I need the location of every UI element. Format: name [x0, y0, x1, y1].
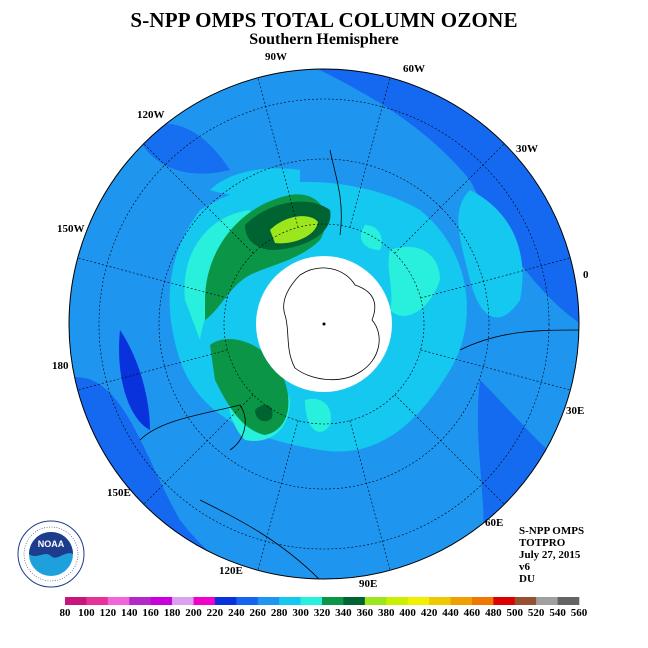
lon-label-0: 0 — [583, 269, 589, 281]
colorbar-label: 240 — [228, 607, 245, 619]
info-line: v6 — [519, 561, 530, 573]
info-line: DU — [519, 573, 535, 585]
noaa-logo: NOAA — [17, 520, 85, 588]
colorbar-swatch — [322, 597, 344, 605]
colorbar-swatch — [386, 597, 408, 605]
lon-label-60w: 60W — [403, 63, 425, 75]
info-line: TOTPRO — [519, 537, 566, 549]
meridian-line — [420, 349, 571, 391]
colorbar-swatch — [343, 597, 366, 605]
meridian-line — [143, 394, 254, 505]
meridian-line — [349, 77, 391, 228]
colorbar-label: 400 — [399, 607, 416, 619]
colorbar-label: 420 — [420, 607, 438, 619]
colorbar-label: 280 — [270, 607, 288, 619]
info-line: July 27, 2015 — [519, 549, 581, 561]
colorbar-label: 300 — [292, 607, 309, 619]
colorbar-swatch — [557, 597, 580, 605]
colorbar-label: 180 — [163, 607, 181, 619]
colorbar-swatch — [300, 597, 323, 605]
map-subtitle: Southern Hemisphere — [249, 31, 399, 48]
colorbar-swatch — [172, 597, 194, 605]
colorbar-swatch — [129, 597, 151, 605]
noaa-logo-text: NOAA — [38, 539, 65, 549]
meridian-line — [77, 257, 228, 299]
colorbar-label: 100 — [78, 607, 95, 619]
colorbar-label: 320 — [313, 607, 331, 619]
colorbar-swatch — [214, 597, 237, 605]
colorbar-swatch — [86, 597, 109, 605]
colorbar-label: 460 — [463, 607, 481, 619]
colorbar-label: 200 — [185, 607, 202, 619]
colorbar-swatch — [65, 597, 87, 605]
colorbar-label: 120 — [99, 607, 117, 619]
colorbar-label: 360 — [356, 607, 374, 619]
colorbar-label: 480 — [485, 607, 502, 619]
meridian-line — [143, 143, 254, 254]
colorbar-label: 220 — [206, 607, 224, 619]
colorbar-label: 340 — [335, 607, 352, 619]
colorbar-label: 560 — [570, 607, 588, 619]
lon-label-120e: 120E — [219, 565, 243, 577]
colorbar-swatch — [107, 597, 130, 605]
meridian-line — [394, 394, 505, 505]
colorbar-swatch — [364, 597, 387, 605]
meridian-line — [77, 349, 228, 391]
lon-label-90e: 90E — [359, 578, 378, 590]
colorbar-swatch — [450, 597, 473, 605]
colorbar-label: 520 — [527, 607, 545, 619]
lon-label-120w: 120W — [137, 109, 165, 121]
colorbar-swatch — [407, 597, 430, 605]
colorbar-swatch — [514, 597, 537, 605]
colorbar-label: 140 — [121, 607, 138, 619]
colorbar-swatch — [236, 597, 259, 605]
colorbar-label: 380 — [378, 607, 395, 619]
colorbar-swatch — [150, 597, 173, 605]
info-block: S-NPP OMPS TOTPRO July 27, 2015 v6 DU — [519, 525, 584, 585]
colorbar-label: 160 — [142, 607, 159, 619]
lon-label-60e: 60E — [485, 517, 504, 529]
colorbar-label: 440 — [442, 607, 459, 619]
lon-label-180: 180 — [52, 360, 69, 372]
colorbar-swatch — [279, 597, 301, 605]
colorbar-swatch — [493, 597, 516, 605]
map-title: S-NPP OMPS TOTAL COLUMN OZONE — [130, 8, 518, 32]
meridian-line — [394, 143, 505, 254]
lon-label-30e: 30E — [566, 405, 585, 417]
colorbar-label: 500 — [506, 607, 524, 619]
meridian-line — [257, 77, 299, 228]
colorbar-swatch — [471, 597, 494, 605]
colorbar-swatch — [536, 597, 558, 605]
colorbar-swatch — [429, 597, 451, 605]
colorbar-label: 540 — [549, 607, 566, 619]
meridian-line — [420, 257, 571, 299]
colorbar-label: 80 — [59, 607, 71, 619]
lon-label-150e: 150E — [107, 487, 131, 499]
lon-label-150w: 150W — [57, 223, 85, 235]
lon-label-90w: 90W — [265, 51, 287, 63]
lon-label-30w: 30W — [516, 143, 538, 155]
colorbar-label: 260 — [249, 607, 267, 619]
meridian-line — [257, 420, 299, 571]
meridian-line — [349, 420, 391, 571]
colorbar-swatch — [193, 597, 216, 605]
info-line: S-NPP OMPS — [519, 525, 585, 537]
colorbar-swatch — [257, 597, 280, 605]
